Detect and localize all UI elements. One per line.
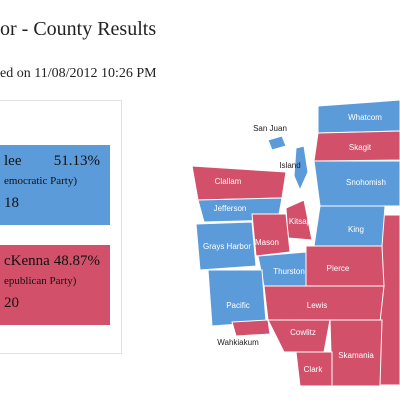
- county[interactable]: [379, 214, 400, 386]
- candidate-card[interactable]: cKenna 48.87% epublican Party) 20: [0, 245, 110, 325]
- candidate-name: lee: [4, 153, 22, 169]
- county[interactable]: [251, 213, 291, 257]
- county[interactable]: [317, 99, 400, 134]
- candidate-percent: 48.87%: [53, 253, 100, 269]
- county-label: Skamania: [338, 351, 374, 360]
- county-label: Thurston: [273, 267, 305, 276]
- page-title: or - County Results: [0, 18, 157, 40]
- county[interactable]: [195, 221, 257, 271]
- candidate-card[interactable]: lee 51.13% emocratic Party) 18: [0, 145, 110, 225]
- county-label: Mason: [255, 238, 279, 247]
- county[interactable]: [313, 160, 400, 207]
- updated-time: ed on 11/08/2012 10:26 PM: [0, 66, 157, 81]
- candidate-party: emocratic Party): [4, 175, 77, 187]
- candidate-votes: 20: [4, 295, 19, 311]
- candidate-party: epublican Party): [4, 275, 77, 287]
- county[interactable]: [267, 135, 287, 151]
- county-label: Clark: [304, 365, 324, 374]
- county-label: Wahkiakum: [217, 338, 259, 347]
- candidate-name: cKenna: [4, 253, 50, 269]
- county-label: Cowlitz: [290, 328, 316, 337]
- county-label: Whatcom: [348, 113, 382, 122]
- candidate-votes: 18: [4, 195, 19, 211]
- county[interactable]: [313, 130, 400, 162]
- county-label: Skagit: [349, 143, 372, 152]
- county-label: Grays Harbor: [203, 242, 251, 251]
- county-label: Pacific: [226, 301, 250, 310]
- county-label: Clallam: [215, 177, 242, 186]
- county-label: Island: [279, 161, 300, 170]
- county-label: Kitsap: [289, 217, 312, 226]
- county-label: Jefferson: [214, 204, 247, 213]
- candidate-percent: 51.13%: [53, 153, 100, 169]
- county-label: King: [348, 225, 364, 234]
- county-label: Snohomish: [346, 178, 386, 187]
- county-label: San Juan: [253, 124, 287, 133]
- county[interactable]: [295, 351, 333, 387]
- county[interactable]: [207, 269, 267, 327]
- county-label: Lewis: [307, 301, 327, 310]
- county-label: Pierce: [327, 264, 350, 273]
- county[interactable]: [293, 145, 309, 192]
- county[interactable]: [231, 319, 271, 337]
